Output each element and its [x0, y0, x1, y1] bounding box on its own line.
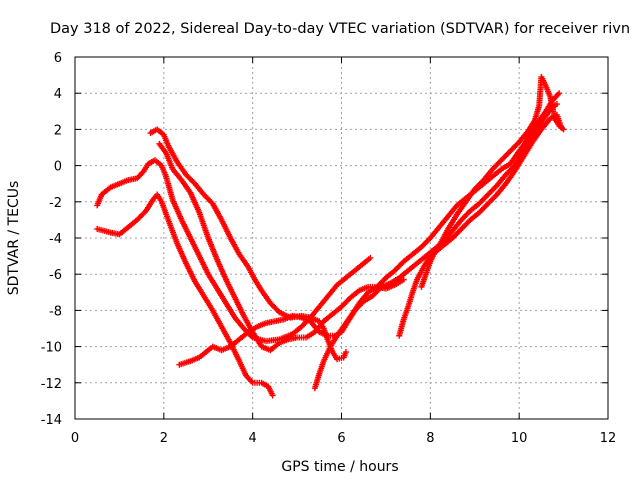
data-point [400, 276, 407, 283]
chart-title: Day 318 of 2022, Sidereal Day-to-day VTE… [50, 21, 630, 37]
y-tick-label: 4 [54, 87, 62, 102]
x-tick-label: 4 [249, 431, 257, 446]
x-axis-label: GPS time / hours [281, 459, 398, 475]
series-track-2 [94, 157, 374, 345]
y-tick-label: -6 [49, 268, 62, 283]
y-tick-labels: -14 -12 -10 -8 -6 -4 -2 0 2 4 6 [41, 51, 62, 428]
data-point [556, 90, 563, 97]
y-tick-label: -8 [49, 304, 62, 319]
x-tick-label: 2 [160, 431, 168, 446]
data-point [377, 285, 384, 292]
data-marks [94, 73, 567, 399]
data-point [553, 101, 560, 108]
y-tick-label: 0 [54, 160, 62, 175]
y-tick-label: -4 [49, 232, 62, 247]
x-tick-labels: 0 2 4 6 8 10 12 [71, 431, 616, 446]
data-point [367, 254, 374, 261]
grid [75, 57, 608, 419]
x-tick-label: 0 [71, 431, 79, 446]
series-track-1 [94, 191, 276, 399]
data-point [560, 126, 567, 133]
y-axis-label: SDTVAR / TECUs [6, 181, 22, 296]
data-point [269, 392, 276, 399]
series-track-5 [176, 90, 563, 368]
series-track-7 [396, 111, 565, 339]
x-tick-label: 12 [600, 431, 617, 446]
data-point [359, 299, 366, 306]
y-tick-label: -2 [49, 196, 62, 211]
y-tick-label: 2 [54, 123, 62, 138]
x-tick-label: 10 [511, 431, 528, 446]
x-tick-label: 6 [337, 431, 345, 446]
plot-frame [74, 56, 609, 420]
data-point [342, 349, 349, 356]
series-track-8 [418, 73, 567, 290]
y-tick-label: 6 [54, 51, 62, 66]
x-tick-label: 8 [426, 431, 434, 446]
y-tick-label: -14 [41, 413, 62, 428]
y-tick-label: -12 [41, 377, 62, 392]
data-point [275, 307, 282, 314]
y-tick-label: -10 [41, 341, 62, 356]
